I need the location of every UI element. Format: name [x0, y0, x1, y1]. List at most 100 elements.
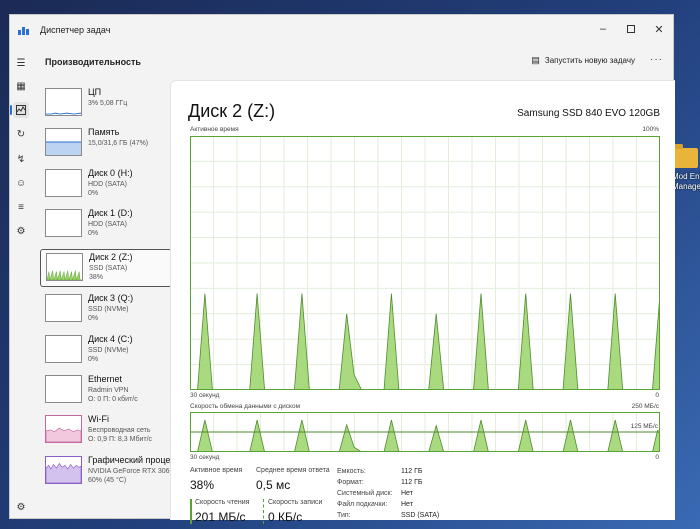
disk-type-value: SSD (SATA) — [401, 512, 440, 519]
disk-type-label: Тип: — [337, 512, 351, 519]
read-speed-value: 201 МБ/с — [195, 510, 246, 524]
write-speed-label: Скорость записи — [268, 499, 323, 506]
page-file-label: Файл подкачки: — [337, 501, 388, 508]
sidebar-item-detail: Radmin VPN — [88, 387, 129, 394]
sidebar-item-name: Диск 4 (C:) — [88, 334, 133, 344]
sidebar-item-detail: 3% 5,08 ГГц — [88, 100, 128, 107]
disk-model: Samsung SSD 840 EVO 120GB — [517, 108, 660, 119]
sidebar-item-usage: О: 0,9 П: 8,3 Мбит/с — [88, 436, 153, 443]
sidebar-item-name: Диск 0 (H:) — [88, 168, 133, 178]
sidebar-item-disk-1[interactable]: Диск 1 (D:) HDD (SATA) 0% — [40, 206, 172, 244]
sidebar-item-wifi[interactable]: Wi-Fi Беспроводная сеть О: 0,9 П: 8,3 Мб… — [40, 412, 172, 450]
sidebar-item-gpu[interactable]: Графический проце NVIDIA GeForce RTX 306… — [40, 453, 173, 491]
sidebar-item-usage: 0% — [88, 315, 99, 322]
capacity-label: Емкость: — [337, 468, 366, 475]
sidebar-item-name: Диск 3 (Q:) — [88, 293, 134, 303]
performance-icon[interactable] — [10, 102, 29, 118]
memory-graph-icon — [45, 128, 82, 156]
transfer-rate-min-label: 0 — [655, 454, 659, 461]
system-disk-label: Системный диск: — [337, 490, 393, 497]
sidebar-item-detail: SSD (NVMe) — [88, 347, 129, 354]
task-manager-window: Диспетчер задач – ✕ ☰ ▦ ↻ ↯ ☺ ≡ ⚙ ⚙ Прои… — [9, 14, 675, 524]
response-time-stat-label: Среднее время ответа — [256, 467, 330, 474]
page-header: Производительность ▤ Запустить новую зад… — [40, 47, 673, 75]
system-disk-value: Нет — [401, 490, 413, 497]
sidebar-item-disk-2[interactable]: Диск 2 (Z:) SSD (SATA) 38% — [40, 249, 172, 287]
close-button[interactable]: ✕ — [654, 23, 664, 36]
sidebar-item-usage: 0% — [88, 230, 99, 237]
users-icon[interactable]: ☺ — [15, 177, 27, 189]
active-time-min-label: 0 — [655, 392, 659, 399]
hamburger-menu-icon[interactable]: ☰ — [16, 57, 26, 69]
navigation-rail: ☰ ▦ ↻ ↯ ☺ ≡ ⚙ ⚙ — [10, 47, 32, 518]
more-options-button[interactable]: ··· — [650, 54, 663, 65]
window-title: Диспетчер задач — [40, 25, 111, 35]
app-history-icon[interactable]: ↻ — [16, 128, 26, 140]
disk-graph-icon — [45, 294, 82, 322]
startup-apps-icon[interactable]: ↯ — [16, 153, 26, 165]
sidebar-item-detail: SSD (SATA) — [89, 265, 128, 272]
active-time-stat-label: Активное время — [190, 467, 243, 474]
sidebar-item-usage: 0% — [88, 356, 99, 363]
active-time-graph-label: Активное время — [190, 126, 239, 133]
active-time-border — [190, 136, 660, 390]
maximize-icon — [627, 25, 635, 33]
active-time-span-label: 30 секунд — [190, 392, 220, 399]
ethernet-graph-icon — [45, 375, 82, 403]
sidebar-item-detail: HDD (SATA) — [88, 181, 128, 188]
processes-icon[interactable]: ▦ — [16, 80, 26, 92]
disk-graph-icon — [45, 169, 82, 197]
disk-graph-icon — [45, 335, 82, 363]
services-icon[interactable]: ⚙ — [16, 225, 26, 237]
desktop-icon-label-1: Mod Engi — [672, 172, 700, 181]
transfer-rate-border — [190, 412, 660, 452]
transfer-rate-chart — [190, 412, 660, 452]
run-new-task-button[interactable]: ▤ Запустить новую задачу — [531, 55, 635, 66]
sidebar-item-usage: 0% — [88, 190, 99, 197]
transfer-rate-mid-label: 125 МБ/с — [629, 423, 659, 430]
run-task-icon: ▤ — [531, 55, 540, 65]
formatted-value: 112 ГБ — [401, 479, 423, 486]
disk-graph-icon — [46, 253, 83, 281]
desktop-folder-shortcut[interactable]: Mod Engi Manage — [672, 144, 700, 192]
page-file-value: Нет — [401, 501, 413, 508]
sidebar-item-name: Диск 2 (Z:) — [89, 252, 133, 262]
sidebar-item-disk-0[interactable]: Диск 0 (H:) HDD (SATA) 0% — [40, 166, 172, 204]
transfer-rate-max-label: 250 МБ/с — [631, 403, 659, 410]
sidebar-item-detail: HDD (SATA) — [88, 221, 128, 228]
sidebar-item-usage: 38% — [89, 274, 104, 281]
sidebar-item-name: Графический проце — [88, 455, 171, 465]
sidebar-item-cpu[interactable]: ЦП 3% 5,08 ГГц — [40, 85, 172, 123]
maximize-button[interactable] — [618, 19, 644, 39]
disk-title: Диск 2 (Z:) — [188, 101, 276, 121]
wifi-graph-icon — [45, 415, 82, 443]
sidebar-item-name: Диск 1 (D:) — [88, 208, 133, 218]
active-time-stat-value: 38% — [190, 478, 215, 492]
transfer-time-span-label: 30 секунд — [190, 454, 220, 461]
task-manager-app-icon — [18, 25, 30, 35]
desktop-icon-label-2: Manage — [672, 182, 700, 191]
sidebar-item-disk-4[interactable]: Диск 4 (C:) SSD (NVMe) 0% — [40, 332, 172, 370]
details-icon[interactable]: ≡ — [18, 201, 24, 213]
cpu-graph-icon — [45, 88, 82, 116]
write-speed-value: 0 КБ/с — [268, 510, 303, 524]
active-time-chart — [190, 136, 660, 390]
active-time-max-label: 100% — [642, 126, 659, 133]
settings-gear-icon[interactable]: ⚙ — [16, 501, 26, 513]
read-speed-label: Скорость чтения — [195, 499, 250, 506]
sidebar-item-ethernet[interactable]: Ethernet Radmin VPN О: 0 П: 0 кбит/с — [40, 372, 172, 410]
minimize-button[interactable]: – — [599, 23, 607, 35]
transfer-rate-graph-label: Скорость обмена данными с диском — [190, 403, 301, 410]
title-bar[interactable]: Диспетчер задач – ✕ — [10, 15, 673, 47]
sidebar-item-name: Ethernet — [88, 374, 123, 384]
response-time-stat-value: 0,5 мс — [256, 478, 291, 492]
sidebar-item-usage: О: 0 П: 0 кбит/с — [88, 396, 138, 403]
disk-graph-icon — [45, 209, 82, 237]
formatted-label: Формат: — [337, 479, 364, 486]
run-task-label: Запустить новую задачу — [544, 56, 635, 65]
sidebar-item-detail: 15,0/31,6 ГБ (47%) — [88, 140, 149, 147]
page-title: Производительность — [45, 57, 141, 67]
sidebar-item-disk-3[interactable]: Диск 3 (Q:) SSD (NVMe) 0% — [40, 291, 172, 329]
read-speed-indicator — [190, 499, 192, 524]
sidebar-item-memory[interactable]: Память 15,0/31,6 ГБ (47%) — [40, 125, 172, 163]
